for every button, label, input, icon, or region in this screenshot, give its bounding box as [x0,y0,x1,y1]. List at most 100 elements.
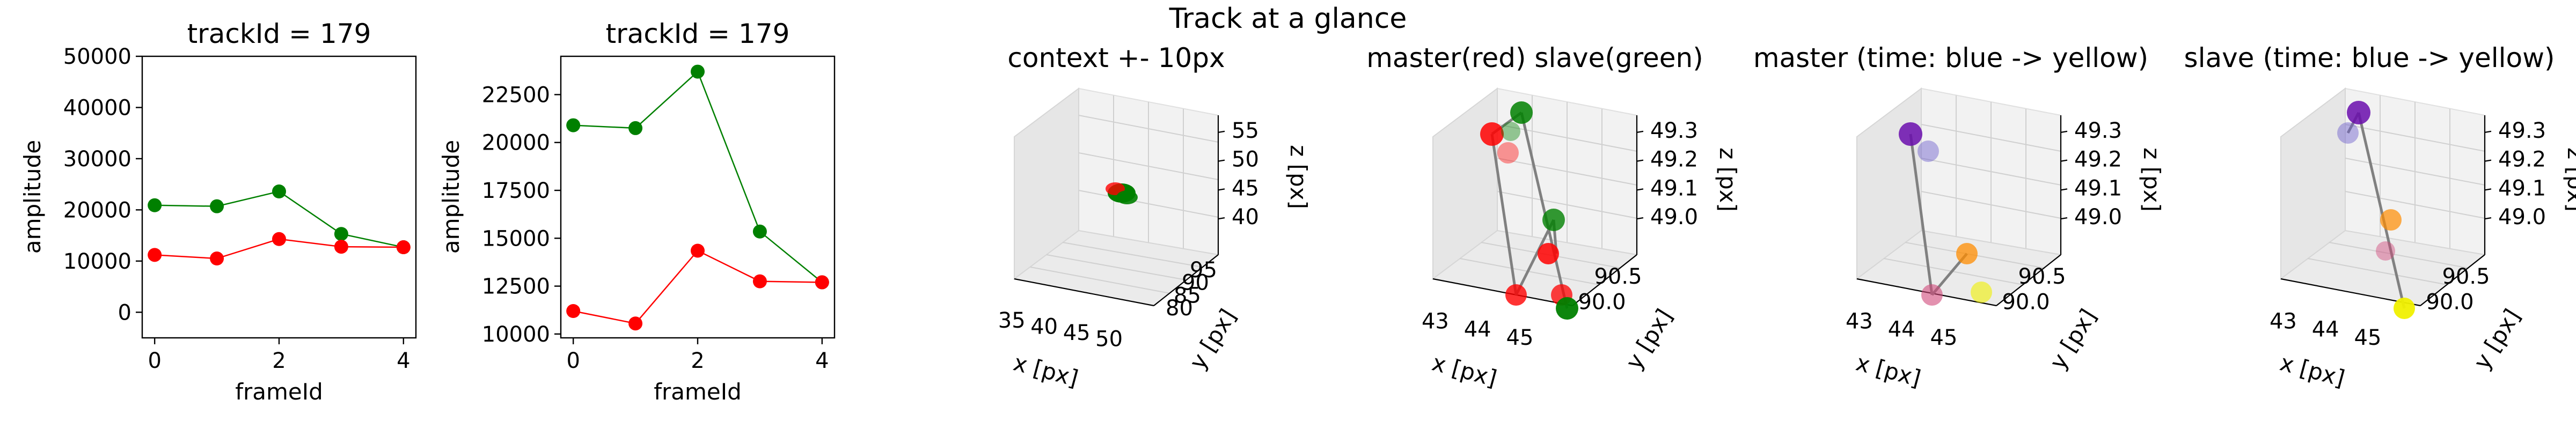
series-1-point [272,232,286,246]
mt-point [1971,282,1992,303]
mt-z-label: z [px] [2139,147,2165,212]
x-tick-label: 45 [1063,321,1091,345]
y-tick-label: 85 [1174,283,1201,308]
slave-time-title: slave (time: blue -> yellow) [2184,42,2555,73]
z-tick [2484,130,2492,134]
master-time-title: master (time: blue -> yellow) [1753,42,2148,73]
st-y-axis [2420,254,2485,306]
x-tick-label: 44 [1464,317,1491,342]
series-1-point [691,243,705,258]
context-x-axis [1014,278,1154,307]
z-tick [1218,159,1225,162]
master-slave-3d-chart: master(red) slave(green) [1366,42,1741,392]
z-tick-label: 49.3 [2498,119,2546,143]
ms-slave-point [1556,297,1578,320]
z-tick [2484,159,2492,162]
st-z-label: z [px] [2563,147,2576,212]
series-1-point [334,240,348,254]
st-point [2347,101,2370,124]
y-tick-label: 50000 [63,45,131,69]
x-tick-label: 44 [2312,317,2339,342]
ms-z-ticks: 49.0 49.1 49.2 49.3 [1636,119,1698,230]
mt-points [1899,122,1992,306]
x-tick-label: 4 [397,349,410,373]
ms-slave-point [1542,209,1565,231]
z-tick-label: 50 [1232,147,1259,172]
z-tick [2060,188,2068,191]
y-tick-label: 90.5 [2018,264,2066,289]
context-point-slave-2 [1116,190,1138,204]
z-tick-label: 40 [1232,205,1259,230]
y-tick-label: 90.5 [2442,264,2490,289]
chart-1-x-ticks: 0 2 4 [148,338,411,373]
ms-x-label: x [px] [1429,349,1499,391]
st-y-label: y [px] [2468,304,2525,374]
mt-z-ticks: 49.0 49.1 49.2 49.3 [2060,119,2122,230]
y-tick-label: 30000 [63,147,131,172]
mt-x-ticks: 43 44 45 [1846,309,1957,350]
z-tick-label: 49.2 [2074,147,2122,172]
context-x-ticks: 35 40 45 50 [998,308,1123,352]
series-1-point [628,316,643,331]
chart-1-x-label: frameId [235,379,323,405]
z-tick [2484,188,2492,191]
y-tick-label: 20000 [63,198,131,223]
mt-point [1921,284,1943,306]
series-line-1 [573,249,822,324]
ms-master-point [1497,142,1519,164]
y-tick-label: 0 [118,300,131,325]
context-z-ticks: 40 45 50 55 [1218,119,1259,230]
x-tick-label: 45 [1506,326,1534,350]
z-tick-label: 49.1 [2498,176,2546,201]
amplitude-chart-1: trackId = 179 0 10000 20000 30000 40000 50000… [19,18,417,405]
st-point [2337,122,2359,144]
series-0-point [752,224,767,239]
master-slave-title: master(red) slave(green) [1366,42,1703,73]
chart-2-series [566,64,829,331]
y-tick-label: 40000 [63,95,131,120]
st-x-label: x [px] [2277,349,2347,391]
y-tick-label: 22500 [482,83,550,107]
series-0-point [210,199,224,213]
z-tick [2060,159,2068,162]
y-tick-label: 90.0 [2002,290,2050,314]
y-tick-label: 95 [1190,258,1217,283]
x-tick-label: 43 [1422,309,1449,334]
ms-master-point [1480,122,1504,146]
ms-slave-points [1501,101,1578,320]
y-tick-label: 10000 [482,322,550,347]
z-tick-label: 49.3 [2074,119,2122,143]
slave-time-3d-chart: slave (time: blue -> yellow) 43 [2184,42,2576,392]
mt-y-label: y [px] [2044,304,2101,374]
series-0-point [334,227,348,241]
chart-2-plot-area [560,55,836,339]
z-tick [2060,130,2068,134]
chart-1-y-ticks: 0 10000 20000 30000 40000 50000 [63,45,142,325]
series-0-point [272,184,286,198]
x-tick-label: 35 [998,308,1026,333]
x-tick-label: 50 [1095,327,1123,352]
x-tick-label: 45 [2354,326,2382,350]
series-0-point [148,198,162,212]
st-y-ticks: 90.090.5 [2426,264,2490,315]
chart-2-y-label: amplitude [438,140,464,254]
chart-1-y-label: amplitude [19,140,46,254]
chart-2-title: trackId = 179 [606,18,790,49]
context-grid [1030,95,1219,294]
st-point [2380,209,2402,231]
z-tick-label: 49.0 [2498,205,2546,230]
ms-master-point [1538,243,1559,264]
z-tick [1636,159,1644,162]
ms-y-ticks: 90.090.5 [1578,264,1642,315]
mt-grid [1883,95,2061,285]
x-tick-label: 40 [1030,314,1058,339]
x-tick-label: 2 [272,349,286,373]
series-0-point [566,118,581,132]
y-tick-label: 90.5 [1594,264,1642,289]
z-tick [2484,217,2492,220]
ms-x-ticks: 43 44 45 [1422,309,1533,350]
mt-y-axis [1996,254,2061,306]
